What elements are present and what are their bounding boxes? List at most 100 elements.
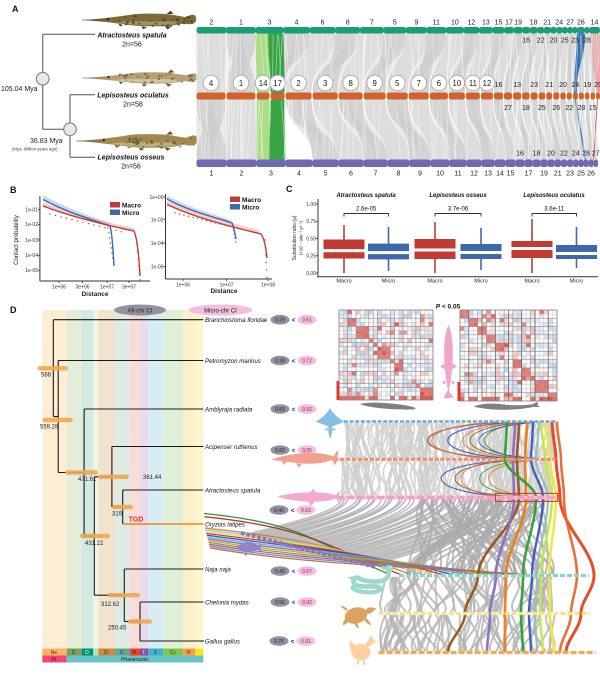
svg-text:3e+07: 3e+07 [122,285,136,291]
svg-text:1e-02: 1e-02 [25,222,38,228]
svg-text:8: 8 [349,79,353,88]
svg-text:14: 14 [591,20,599,27]
svg-text:14: 14 [496,171,504,178]
svg-text:Naja naja: Naja naja [205,566,231,573]
svg-text:0.83: 0.83 [275,448,285,454]
svg-text:Distance: Distance [210,288,237,295]
svg-text:8: 8 [397,171,401,178]
svg-text:18: 18 [533,151,541,158]
svg-text:1: 1 [239,20,243,27]
svg-text:Atractosteus spatula: Atractosteus spatula [204,487,261,494]
svg-text:1: 1 [210,171,214,178]
svg-text:11: 11 [454,171,461,178]
svg-text:Micro: Micro [382,279,395,285]
svg-text:<: < [292,358,296,365]
svg-text:22: 22 [565,105,573,112]
svg-text:15: 15 [507,171,515,178]
svg-text:10: 10 [436,171,444,178]
svg-text:A: A [12,4,19,14]
svg-text:1.00: 1.00 [306,202,316,208]
svg-text:Micro: Micro [122,210,139,217]
svg-text:Oryzias latipes: Oryzias latipes [205,521,245,528]
svg-text:2n=56: 2n=56 [122,42,142,49]
svg-text:C: C [286,184,293,194]
svg-text:1e-02: 1e-02 [151,217,164,223]
svg-text:26: 26 [552,105,560,112]
svg-text:1e-05: 1e-05 [25,268,38,274]
svg-text:23: 23 [571,38,579,45]
svg-text:1e-06: 1e-06 [151,264,164,270]
svg-text:19: 19 [583,82,591,89]
svg-text:1e+06: 1e+06 [52,285,66,291]
svg-text:19: 19 [540,171,548,178]
svg-text:0.75: 0.75 [306,219,316,225]
svg-text:24: 24 [555,20,563,27]
svg-text:2n=58: 2n=58 [123,102,143,109]
svg-text:TGD: TGD [129,517,144,524]
svg-text:3: 3 [269,171,273,178]
svg-text:3.6e-11: 3.6e-11 [544,207,565,213]
svg-text:12: 12 [468,20,476,27]
svg-text:<: < [292,568,296,575]
svg-text:25: 25 [577,171,585,178]
svg-text:Substitution ratio (μ): Substitution ratio (μ) [292,215,298,260]
svg-text:4: 4 [295,20,299,27]
svg-text:Branchiostoma floridae: Branchiostoma floridae [205,317,268,324]
svg-text:5: 5 [324,171,328,178]
svg-text:3: 3 [323,79,327,88]
svg-text:Micro: Micro [474,279,487,285]
svg-text:5: 5 [393,20,397,27]
svg-text:36.83 Mya: 36.83 Mya [30,138,63,145]
svg-text:6: 6 [437,79,441,88]
svg-text:1e+06: 1e+06 [176,283,190,289]
svg-text:18: 18 [522,105,530,112]
svg-text:<: < [291,507,295,514]
svg-text:P.: P. [187,650,191,656]
svg-text:0.25: 0.25 [306,254,316,260]
svg-text:28: 28 [578,105,586,112]
svg-text:17: 17 [273,79,282,88]
svg-text:27: 27 [592,151,600,158]
svg-text:23: 23 [566,171,574,178]
svg-text:Macro: Macro [122,203,141,210]
svg-text:4: 4 [297,171,301,178]
svg-text:Macro: Macro [242,197,261,204]
svg-text:<: < [292,447,296,454]
svg-text:0.72: 0.72 [302,358,312,364]
svg-text:0.56: 0.56 [275,600,285,606]
svg-text:7: 7 [374,171,378,178]
svg-text:0.67: 0.67 [302,569,312,575]
svg-text:13: 13 [513,82,521,89]
svg-text:Micro: Micro [570,279,583,285]
svg-text:0.00: 0.00 [306,271,316,277]
svg-text:27: 27 [566,20,574,27]
svg-text:<: < [292,599,296,606]
svg-text:<: < [292,317,296,324]
svg-text:6: 6 [321,20,325,27]
svg-text:9: 9 [414,20,418,27]
svg-text:C.: C. [72,650,77,656]
svg-text:Petromyzon marinus: Petromyzon marinus [205,358,261,365]
svg-text:1e+00: 1e+00 [149,195,163,201]
svg-text:24: 24 [572,82,580,89]
svg-text:25: 25 [538,105,546,112]
svg-text:26: 26 [587,171,595,178]
svg-text:10: 10 [453,79,462,88]
svg-text:559.28: 559.28 [40,425,59,431]
svg-text:16: 16 [516,151,524,158]
svg-text:Distance: Distance [81,291,108,298]
svg-text:1e-03: 1e-03 [25,238,38,244]
svg-text:22: 22 [560,151,568,158]
svg-text:0.91: 0.91 [301,639,311,645]
svg-text:9: 9 [373,79,377,88]
svg-text:Macro: Macro [524,279,539,285]
svg-text:Macro: Macro [336,279,351,285]
svg-text:7: 7 [417,79,421,88]
svg-text:22: 22 [537,38,545,45]
svg-text:29: 29 [594,82,600,89]
svg-text:16: 16 [495,82,503,89]
svg-text:0.83: 0.83 [275,407,285,413]
svg-text:2: 2 [210,20,214,27]
svg-text:10: 10 [451,20,459,27]
svg-text:Lepisosteus osseus: Lepisosteus osseus [98,155,165,162]
